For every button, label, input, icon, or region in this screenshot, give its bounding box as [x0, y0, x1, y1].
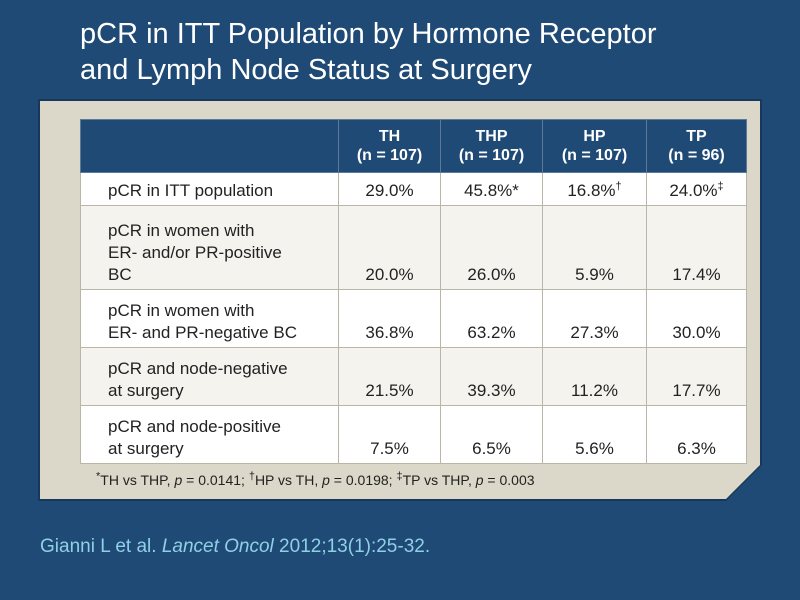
row-label-line: pCR in women with: [108, 221, 255, 240]
row-label-line: pCR in ITT population: [108, 181, 274, 200]
cell-value-text: 24.0%: [669, 181, 718, 200]
cell-value: 26.0%: [440, 205, 543, 290]
results-table: TH (n = 107) THP (n = 107) HP (n = 107) …: [80, 119, 747, 464]
footnote-mark: *: [96, 470, 101, 483]
row-label: pCR in women with ER- and/or PR-positive…: [80, 205, 339, 290]
cell-value: 45.8%*: [440, 172, 543, 206]
cell-value: 6.5%: [440, 405, 543, 464]
header-name: THP: [475, 128, 508, 145]
slide-title-line-2: and Lymph Node Status at Surgery: [80, 54, 532, 86]
row-label: pCR and node-negative at surgery: [80, 347, 339, 406]
header-empty: [80, 119, 339, 173]
cell-value: 63.2%: [440, 289, 543, 348]
cell-value-text: 29.0%: [365, 181, 414, 200]
header-n: (n = 107): [561, 147, 628, 164]
footnote-text: HP vs TH,: [254, 472, 323, 488]
footnote-text: TH vs THP,: [100, 472, 175, 488]
cell-value-text: 16.8%: [567, 181, 616, 200]
table-row: pCR in women with ER- and PR-negative BC…: [80, 289, 747, 348]
footnote-text: = 0.003: [483, 472, 535, 488]
row-label-line: BC: [108, 265, 132, 284]
significance-mark: ‡: [717, 180, 724, 193]
table-row: pCR in ITT population 29.0% 45.8%* 16.8%…: [80, 172, 747, 206]
header-name: TH: [378, 128, 401, 145]
footnote-text: = 0.0141;: [182, 472, 249, 488]
cell-value: 24.0%‡: [646, 172, 747, 206]
footnote-p: p: [475, 472, 484, 488]
row-label: pCR in women with ER- and PR-negative BC: [80, 289, 339, 348]
header-n: (n = 107): [458, 147, 525, 164]
row-label-line: pCR and node-positive: [108, 417, 281, 436]
significance-mark: †: [615, 180, 622, 193]
header-hp: HP (n = 107): [542, 119, 647, 173]
row-label-line: at surgery: [108, 381, 184, 400]
cell-value: 29.0%: [338, 172, 441, 206]
header-tp: TP (n = 96): [646, 119, 747, 173]
cell-value: 16.8%†: [542, 172, 647, 206]
header-n: (n = 107): [356, 147, 423, 164]
cell-value: 21.5%: [338, 347, 441, 406]
citation-authors: Gianni L et al.: [40, 536, 162, 557]
row-label: pCR and node-positive at surgery: [80, 405, 339, 464]
table-row: pCR and node-positive at surgery 7.5% 6.…: [80, 405, 747, 464]
footnote-mark: †: [248, 470, 255, 483]
citation-journal: Lancet Oncol: [161, 536, 274, 557]
cell-value: 17.4%: [646, 205, 747, 290]
row-label-line: ER- and PR-negative BC: [108, 323, 297, 342]
row-label-line: at surgery: [108, 439, 184, 458]
footnote-p: p: [174, 472, 183, 488]
cell-value: 27.3%: [542, 289, 647, 348]
cell-value: 20.0%: [338, 205, 441, 290]
table-header-row: TH (n = 107) THP (n = 107) HP (n = 107) …: [80, 119, 747, 173]
cell-value: 17.7%: [646, 347, 747, 406]
header-name: TP: [686, 128, 707, 145]
row-label-line: pCR and node-negative: [108, 359, 288, 378]
header-n: (n = 96): [668, 147, 725, 164]
cell-value: 6.3%: [646, 405, 747, 464]
cell-value: 5.6%: [542, 405, 647, 464]
slide-title: pCR in ITT Population by Hormone Recepto…: [80, 16, 760, 88]
table-row: pCR in women with ER- and/or PR-positive…: [80, 205, 747, 290]
table-row: pCR and node-negative at surgery 21.5% 3…: [80, 347, 747, 406]
citation: Gianni L et al. Lancet Oncol 2012;13(1):…: [40, 536, 430, 558]
significance-mark: *: [512, 181, 519, 200]
row-label-line: ER- and/or PR-positive: [108, 243, 282, 262]
cell-value: 7.5%: [338, 405, 441, 464]
cell-value: 11.2%: [542, 347, 647, 406]
slide-title-line-1: pCR in ITT Population by Hormone Recepto…: [80, 18, 657, 50]
cell-value: 5.9%: [542, 205, 647, 290]
footnote-p: p: [322, 472, 330, 488]
cell-value: 30.0%: [646, 289, 747, 348]
footnote-text: = 0.0198;: [329, 472, 397, 488]
row-label-line: pCR in women with: [108, 301, 255, 320]
cell-value: 36.8%: [338, 289, 441, 348]
citation-details: 2012;13(1):25-32.: [273, 536, 431, 557]
header-thp: THP (n = 107): [440, 119, 543, 173]
footnote-mark: ‡: [396, 470, 403, 483]
header-name: HP: [583, 128, 606, 145]
table-footnote: *TH vs THP, p = 0.0141; †HP vs TH, p = 0…: [96, 470, 736, 488]
header-th: TH (n = 107): [338, 119, 441, 173]
cell-value: 39.3%: [440, 347, 543, 406]
cell-value-text: 45.8%: [464, 181, 513, 200]
row-label: pCR in ITT population: [80, 172, 339, 206]
footnote-text: TP vs THP,: [402, 472, 476, 488]
